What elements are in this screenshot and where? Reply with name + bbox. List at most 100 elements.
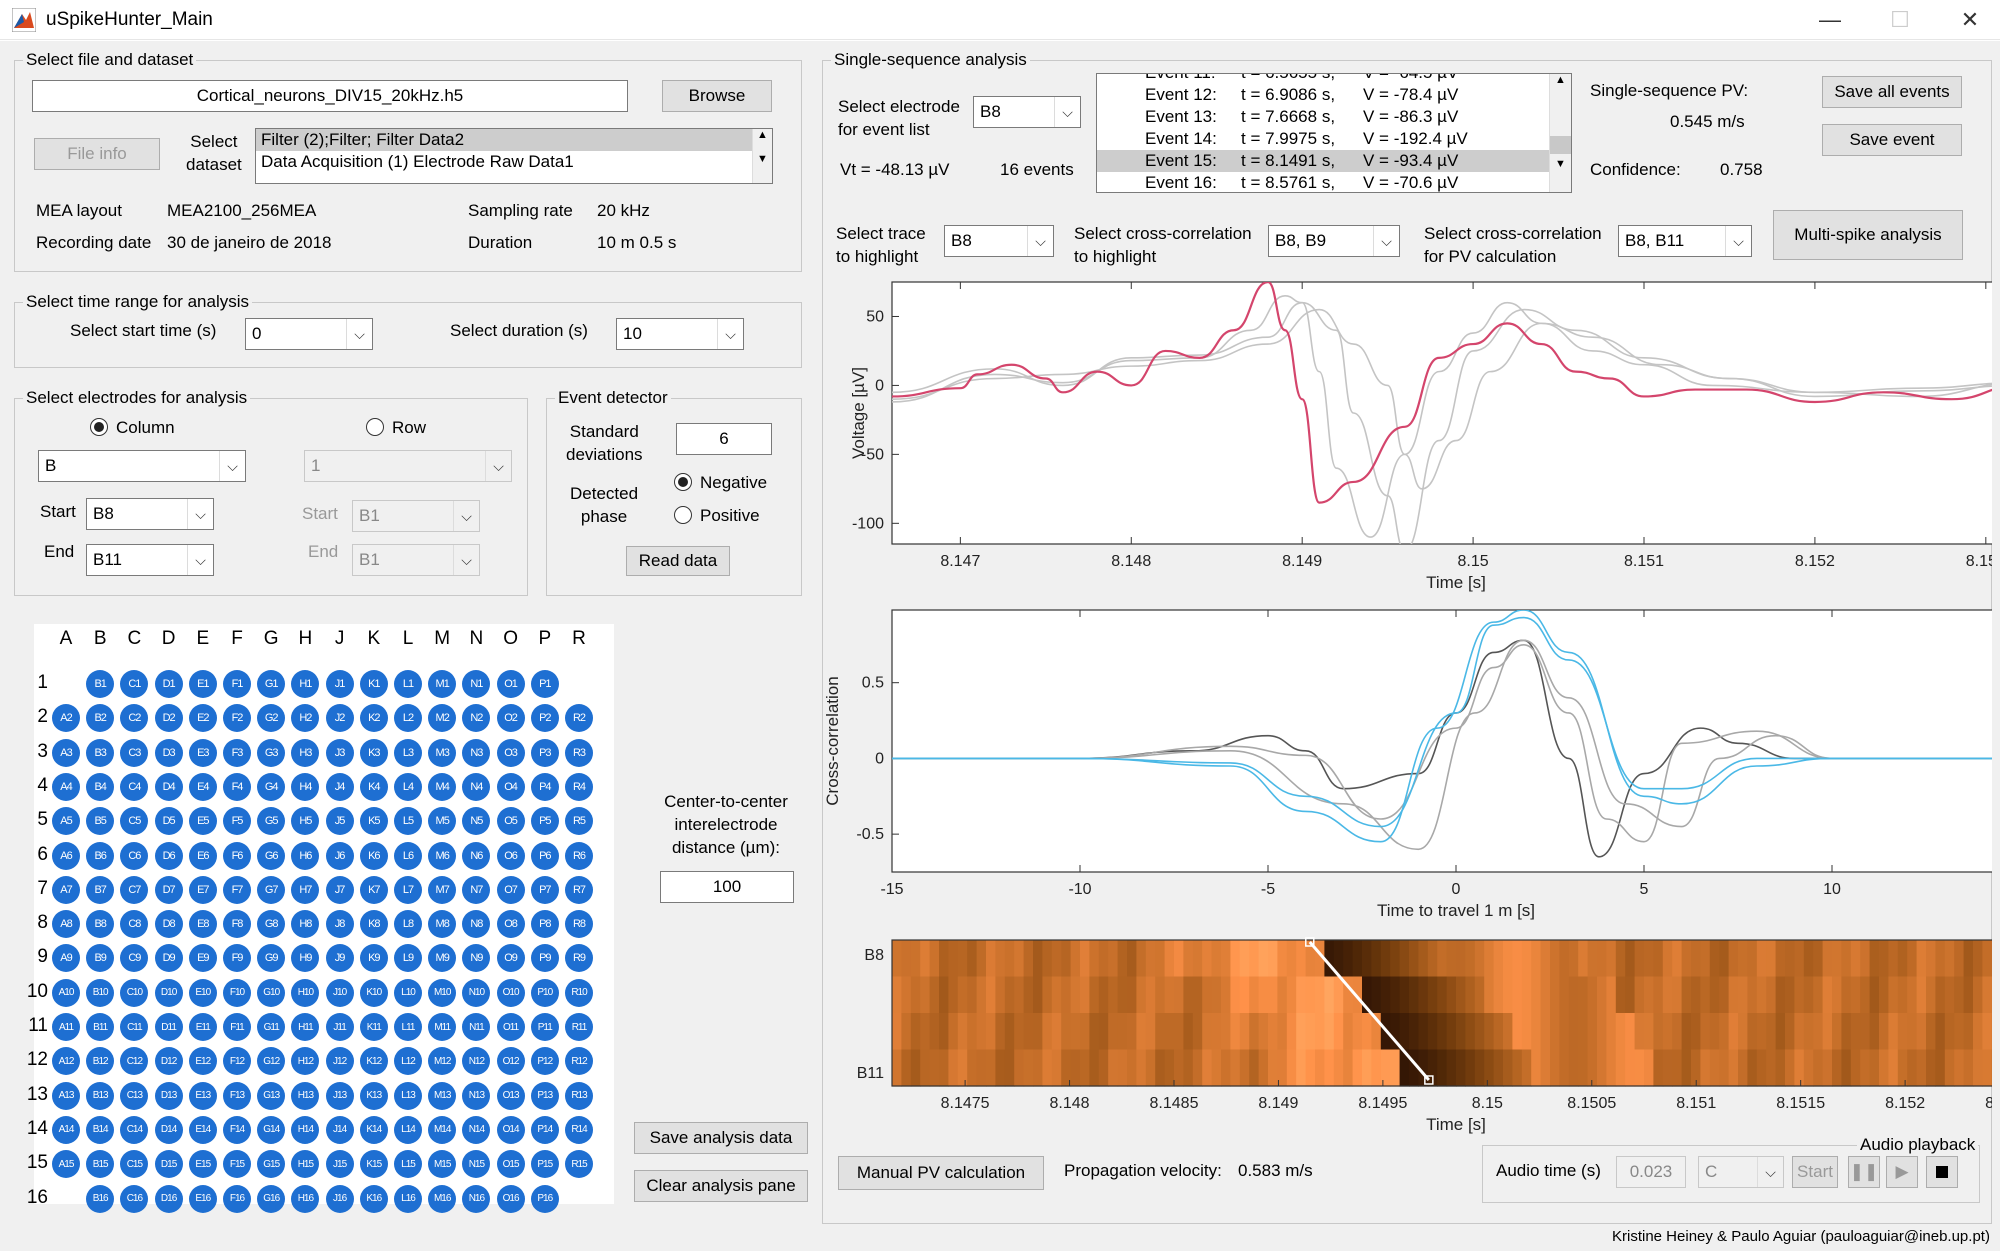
electrode-B8[interactable]: B8 bbox=[86, 910, 115, 939]
electrode-P12[interactable]: P12 bbox=[530, 1047, 559, 1076]
electrode-F9[interactable]: F9 bbox=[223, 944, 251, 973]
electrode-D14[interactable]: D14 bbox=[154, 1115, 183, 1144]
electrode-O1[interactable]: O1 bbox=[496, 670, 525, 698]
electrode-C11[interactable]: C11 bbox=[120, 1013, 149, 1041]
electrode-G8[interactable]: G8 bbox=[257, 910, 286, 939]
electrode-O9[interactable]: O9 bbox=[496, 944, 525, 973]
electrode-C9[interactable]: C9 bbox=[120, 944, 149, 973]
electrode-N15[interactable]: N15 bbox=[462, 1150, 491, 1179]
electrode-N12[interactable]: N12 bbox=[462, 1047, 491, 1076]
electrode-A13[interactable]: A13 bbox=[52, 1081, 80, 1110]
electrode-H7[interactable]: H7 bbox=[291, 875, 320, 904]
electrode-J13[interactable]: J13 bbox=[325, 1081, 354, 1110]
electrode-B7[interactable]: B7 bbox=[86, 875, 115, 904]
save-event-button[interactable]: Save event bbox=[1822, 124, 1962, 156]
electrode-J10[interactable]: J10 bbox=[325, 978, 354, 1007]
electrode-P1[interactable]: P1 bbox=[530, 670, 559, 698]
electrode-H3[interactable]: H3 bbox=[291, 738, 320, 767]
electrode-B16[interactable]: B16 bbox=[86, 1184, 115, 1213]
electrode-M12[interactable]: M12 bbox=[428, 1047, 457, 1076]
dataset-listbox[interactable]: Filter (2);Filter; Filter Data2 Data Acq… bbox=[255, 128, 773, 184]
electrode-H15[interactable]: H15 bbox=[291, 1150, 320, 1179]
electrode-H4[interactable]: H4 bbox=[291, 772, 320, 801]
browse-button[interactable]: Browse bbox=[662, 80, 772, 112]
electrode-D6[interactable]: D6 bbox=[154, 841, 183, 870]
electrode-A4[interactable]: A4 bbox=[52, 772, 80, 801]
electrode-M3[interactable]: M3 bbox=[428, 738, 457, 767]
xcorr-select[interactable]: B8, B9 ⌵ bbox=[1268, 225, 1400, 257]
electrode-J2[interactable]: J2 bbox=[325, 704, 354, 733]
electrode-L7[interactable]: L7 bbox=[394, 875, 422, 904]
electrode-K6[interactable]: K6 bbox=[359, 841, 388, 870]
electrode-C5[interactable]: C5 bbox=[120, 807, 149, 836]
electrode-C16[interactable]: C16 bbox=[120, 1184, 149, 1213]
electrode-H6[interactable]: H6 bbox=[291, 841, 320, 870]
electrode-C14[interactable]: C14 bbox=[120, 1115, 149, 1144]
electrode-B6[interactable]: B6 bbox=[86, 841, 115, 870]
electrode-H5[interactable]: H5 bbox=[291, 807, 320, 836]
electrode-E6[interactable]: E6 bbox=[188, 841, 217, 870]
electrode-G16[interactable]: G16 bbox=[257, 1184, 286, 1213]
electrode-J3[interactable]: J3 bbox=[325, 738, 354, 767]
dataset-item[interactable]: Data Acquisition (1) Electrode Raw Data1 bbox=[261, 152, 574, 171]
electrode-K13[interactable]: K13 bbox=[359, 1081, 388, 1110]
dataset-item[interactable]: Filter (2);Filter; Filter Data2 bbox=[256, 129, 752, 151]
electrode-O13[interactable]: O13 bbox=[496, 1081, 525, 1110]
electrode-A10[interactable]: A10 bbox=[52, 978, 80, 1007]
electrode-E2[interactable]: E2 bbox=[188, 704, 217, 733]
electrode-P8[interactable]: P8 bbox=[530, 910, 559, 939]
electrode-A7[interactable]: A7 bbox=[52, 875, 80, 904]
electrode-F4[interactable]: F4 bbox=[223, 772, 251, 801]
electrode-C1[interactable]: C1 bbox=[120, 670, 149, 698]
event-row[interactable]: Event 16: t = 8.5761 s, V = -70.6 µV bbox=[1097, 172, 1549, 192]
electrode-P4[interactable]: P4 bbox=[530, 772, 559, 801]
electrode-J1[interactable]: J1 bbox=[325, 670, 354, 698]
read-data-button[interactable]: Read data bbox=[626, 546, 730, 576]
electrode-G7[interactable]: G7 bbox=[257, 875, 286, 904]
electrode-D13[interactable]: D13 bbox=[154, 1081, 183, 1110]
electrode-M2[interactable]: M2 bbox=[428, 704, 457, 733]
electrode-M5[interactable]: M5 bbox=[428, 807, 457, 836]
row-select[interactable]: 1 ⌵ bbox=[304, 450, 512, 482]
electrode-B9[interactable]: B9 bbox=[86, 944, 115, 973]
electrode-B10[interactable]: B10 bbox=[86, 978, 115, 1007]
electrode-J11[interactable]: J11 bbox=[325, 1013, 354, 1041]
electrode-O4[interactable]: O4 bbox=[496, 772, 525, 801]
electrode-O16[interactable]: O16 bbox=[496, 1184, 525, 1213]
save-analysis-button[interactable]: Save analysis data bbox=[634, 1122, 808, 1154]
electrode-M11[interactable]: M11 bbox=[428, 1013, 457, 1041]
electrode-L4[interactable]: L4 bbox=[394, 772, 422, 801]
electrode-P6[interactable]: P6 bbox=[530, 841, 559, 870]
electrode-J7[interactable]: J7 bbox=[325, 875, 354, 904]
electrode-R5[interactable]: R5 bbox=[565, 807, 593, 836]
electrode-R12[interactable]: R12 bbox=[565, 1047, 593, 1076]
electrode-B2[interactable]: B2 bbox=[86, 704, 115, 733]
electrode-E8[interactable]: E8 bbox=[188, 910, 217, 939]
electrode-N6[interactable]: N6 bbox=[462, 841, 491, 870]
electrode-G9[interactable]: G9 bbox=[257, 944, 286, 973]
electrode-F5[interactable]: F5 bbox=[223, 807, 251, 836]
electrode-K12[interactable]: K12 bbox=[359, 1047, 388, 1076]
event-row[interactable]: Event 13: t = 7.6668 s, V = -86.3 µV bbox=[1097, 106, 1549, 128]
electrode-R4[interactable]: R4 bbox=[565, 772, 593, 801]
column-end-select[interactable]: B11 ⌵ bbox=[86, 544, 214, 576]
electrode-M16[interactable]: M16 bbox=[428, 1184, 457, 1213]
electrode-K3[interactable]: K3 bbox=[359, 738, 388, 767]
play-button[interactable]: ▶ bbox=[1886, 1156, 1918, 1188]
pause-button[interactable]: ❚❚ bbox=[1848, 1156, 1880, 1188]
electrode-M9[interactable]: M9 bbox=[428, 944, 457, 973]
electrode-F13[interactable]: F13 bbox=[223, 1081, 251, 1110]
electrode-C13[interactable]: C13 bbox=[120, 1081, 149, 1110]
electrode-F7[interactable]: F7 bbox=[223, 875, 251, 904]
event-row[interactable]: Event 14: t = 7.9975 s, V = -192.4 µV bbox=[1097, 128, 1549, 150]
electrode-N7[interactable]: N7 bbox=[462, 875, 491, 904]
electrode-E16[interactable]: E16 bbox=[188, 1184, 217, 1213]
electrode-D12[interactable]: D12 bbox=[154, 1047, 183, 1076]
electrode-F12[interactable]: F12 bbox=[223, 1047, 251, 1076]
electrode-L1[interactable]: L1 bbox=[394, 670, 422, 698]
electrode-P2[interactable]: P2 bbox=[530, 704, 559, 733]
electrode-R6[interactable]: R6 bbox=[565, 841, 593, 870]
multi-spike-button[interactable]: Multi-spike analysis bbox=[1773, 210, 1963, 260]
start-time-select[interactable]: 0 ⌵ bbox=[245, 318, 373, 350]
electrode-J8[interactable]: J8 bbox=[325, 910, 354, 939]
